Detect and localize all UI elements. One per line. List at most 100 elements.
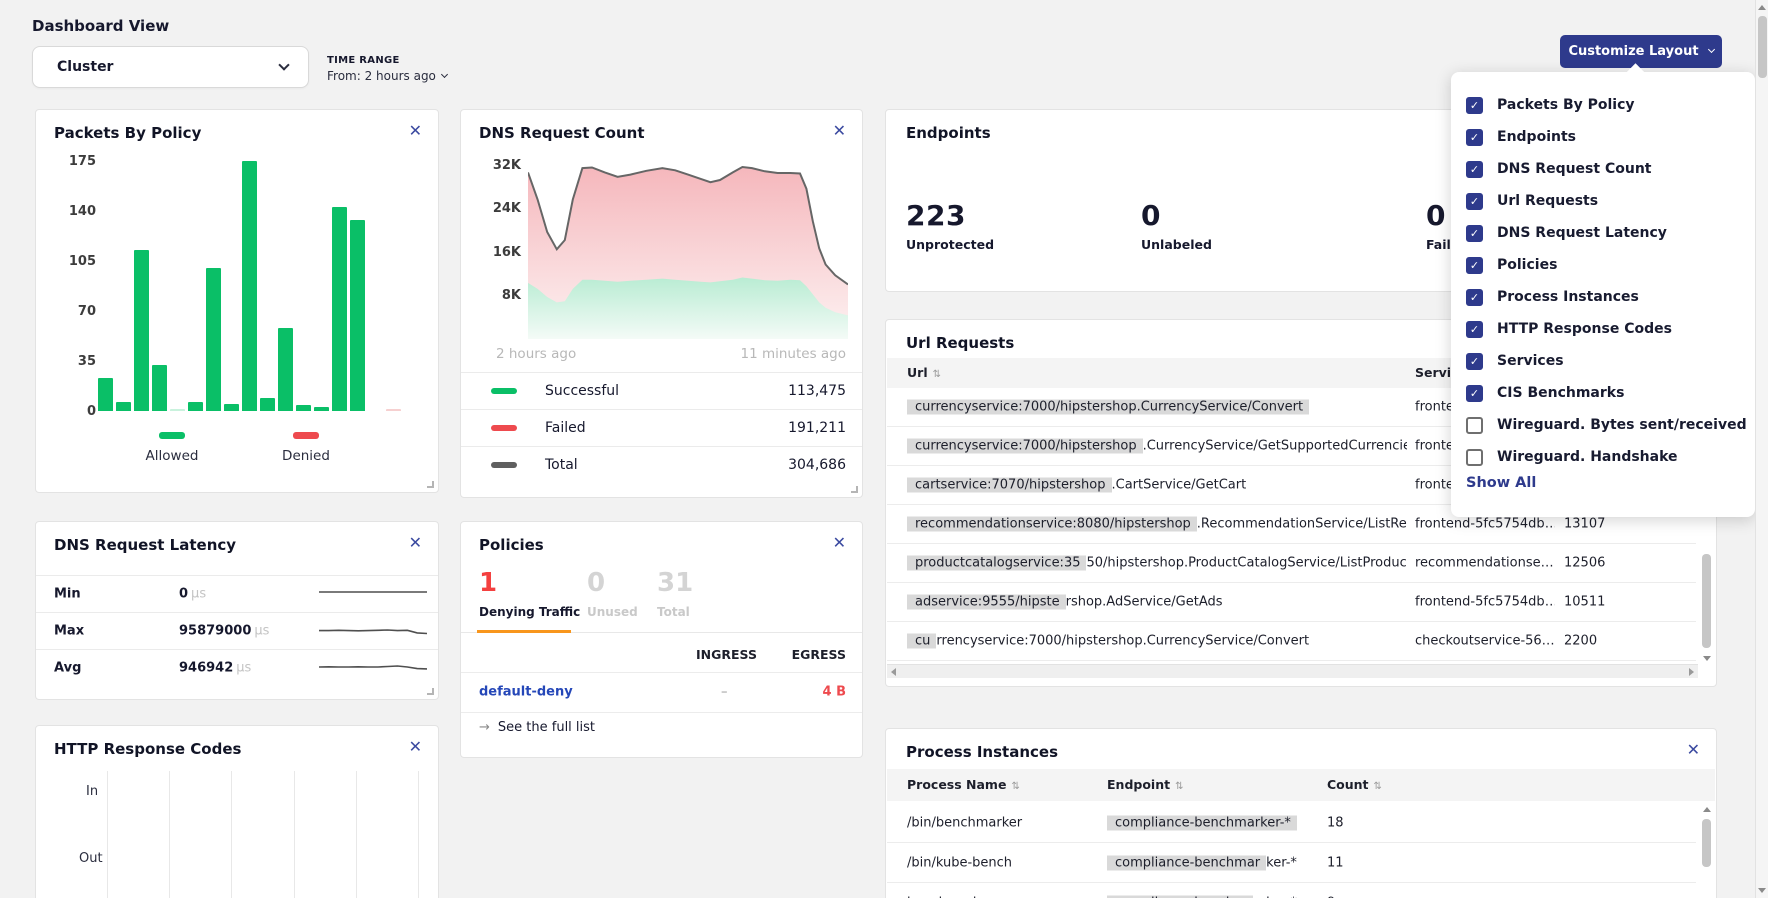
divider	[461, 672, 862, 673]
service-cell: fronte	[1415, 477, 1454, 493]
menu-item-cis-benchmarks[interactable]: ✓ CIS Benchmarks	[1466, 381, 1745, 405]
column-header-count[interactable]: Count⇅	[1327, 777, 1382, 792]
url-highlight: cartservice:7070/hipstershop	[907, 477, 1112, 493]
process-name-cell: benchmarker	[907, 895, 993, 898]
url-table-body: currencyservice:7000/hipstershop.Currenc…	[886, 388, 1716, 686]
time-range-value[interactable]: From: 2 hours ago	[327, 69, 448, 83]
checkbox-unchecked-icon[interactable]	[1466, 448, 1483, 466]
menu-item-dns-request-latency[interactable]: ✓ DNS Request Latency	[1466, 221, 1745, 245]
checkbox-unchecked-icon[interactable]	[1466, 416, 1483, 434]
view-selector[interactable]: Cluster	[32, 46, 309, 88]
close-icon[interactable]: ✕	[408, 533, 422, 552]
page-scrollbar[interactable]	[1755, 0, 1768, 898]
policies-stat-denying[interactable]: 1 Denying Traffic	[479, 570, 580, 619]
service-cell: fronte	[1415, 399, 1454, 415]
checkbox-checked-icon[interactable]: ✓	[1466, 96, 1483, 114]
process-name-cell: /bin/benchmarker	[907, 815, 1023, 830]
close-icon[interactable]: ✕	[832, 121, 846, 140]
y-axis-label: 24K	[492, 201, 521, 217]
policies-stat-unused[interactable]: 0 Unused	[587, 570, 638, 619]
latency-unit: μs	[191, 586, 207, 602]
menu-item-label: CIS Benchmarks	[1497, 385, 1625, 401]
bar-allowed	[98, 378, 113, 411]
scroll-left-icon[interactable]	[891, 668, 896, 676]
checkbox-checked-icon[interactable]: ✓	[1466, 352, 1483, 370]
vertical-scrollbar-thumb[interactable]	[1702, 819, 1711, 867]
menu-item-label: Process Instances	[1497, 289, 1639, 305]
scroll-right-icon[interactable]	[1689, 668, 1694, 676]
stat-value: 31	[657, 568, 694, 598]
menu-item-dns-request-count[interactable]: ✓ DNS Request Count	[1466, 157, 1745, 181]
close-icon[interactable]: ✕	[832, 533, 846, 552]
url-table-row: cartservice:7070/hipstershop .CartService…	[887, 466, 1696, 505]
checkbox-checked-icon[interactable]: ✓	[1466, 224, 1483, 242]
packets-by-policy-card: Packets By Policy ✕ 0 35 70 105 140 175 Allow…	[35, 109, 439, 493]
url-highlight: currencyservice:7000/hipstershop.Currenc…	[907, 399, 1310, 415]
resize-handle-icon[interactable]	[427, 481, 434, 488]
horizontal-scrollbar[interactable]	[887, 664, 1698, 678]
scroll-down-icon[interactable]	[1703, 656, 1711, 661]
chevron-down-icon	[278, 59, 290, 71]
column-header-endpoint[interactable]: Endpoint ⇅	[1107, 777, 1184, 792]
stat-label: Unprotected	[906, 237, 995, 252]
bar-allowed	[260, 398, 275, 411]
scroll-up-icon[interactable]	[1703, 807, 1711, 812]
total-line	[528, 165, 848, 286]
checkbox-checked-icon[interactable]: ✓	[1466, 160, 1483, 178]
column-header-process-name[interactable]: Process Name ⇅	[907, 777, 1020, 792]
divider	[461, 712, 862, 713]
card-title: Process Instances	[906, 743, 1058, 761]
menu-item-process-instances[interactable]: ✓ Process Instances	[1466, 285, 1745, 309]
menu-item-label: HTTP Response Codes	[1497, 321, 1672, 337]
menu-item-url-requests[interactable]: ✓ Url Requests	[1466, 189, 1745, 213]
resize-handle-icon[interactable]	[851, 486, 858, 493]
stat-label: Total	[657, 605, 690, 619]
checkbox-checked-icon[interactable]: ✓	[1466, 384, 1483, 402]
see-full-list-link[interactable]: → See the full list	[479, 720, 596, 735]
menu-item-services[interactable]: ✓ Services	[1466, 349, 1745, 373]
latency-row-avg: Avg 946942 μs	[36, 649, 438, 686]
menu-item-policies[interactable]: ✓ Policies	[1466, 253, 1745, 277]
menu-item-http-response-codes[interactable]: ✓ HTTP Response Codes	[1466, 317, 1745, 341]
menu-item-wireguard-handshake[interactable]: Wireguard. Handshake	[1466, 445, 1745, 469]
url-highlight: productcatalogservice:35	[907, 555, 1087, 571]
chevron-down-icon	[1707, 45, 1715, 54]
close-icon[interactable]: ✕	[408, 737, 422, 756]
y-label-out: Out	[79, 851, 103, 866]
menu-item-packets-by-policy[interactable]: ✓ Packets By Policy	[1466, 93, 1745, 117]
url-cell: currencyservice:7000/hipstershop.Currenc…	[907, 438, 1407, 454]
count-cell: 2200	[1564, 633, 1598, 649]
customize-layout-menu: ✓ Packets By Policy ✓ Endpoints ✓ DNS Request…	[1451, 72, 1755, 517]
legend-denied: Denied	[274, 424, 338, 464]
y-label-in: In	[86, 784, 99, 799]
customize-layout-button[interactable]: Customize Layout	[1560, 35, 1722, 68]
menu-item-endpoints[interactable]: ✓ Endpoints	[1466, 125, 1745, 149]
vertical-scrollbar-thumb[interactable]	[1702, 554, 1711, 648]
show-all-link[interactable]: Show All	[1466, 475, 1537, 491]
checkbox-checked-icon[interactable]: ✓	[1466, 320, 1483, 338]
resize-handle-icon[interactable]	[427, 688, 434, 695]
sparkline-chart	[319, 621, 428, 641]
url-cell: cartservice:7070/hipstershop .CartService…	[907, 477, 1407, 493]
checkbox-checked-icon[interactable]: ✓	[1466, 256, 1483, 274]
x-axis-label-end: 11 minutes ago	[740, 346, 846, 362]
menu-item-label: DNS Request Count	[1497, 161, 1652, 177]
scroll-up-icon[interactable]	[1758, 5, 1766, 10]
service-cell: fronte	[1415, 438, 1454, 454]
process-table-row: /bin/kube-bench compliance-benchmar ker-* 1…	[887, 843, 1696, 883]
y-axis-label: 8K	[501, 288, 521, 303]
policy-name-link[interactable]: default-deny	[479, 684, 573, 700]
policies-stat-total[interactable]: 31 Total	[657, 570, 693, 619]
scroll-down-icon[interactable]	[1758, 888, 1766, 893]
menu-item-wireguard-bytes-sent-received[interactable]: Wireguard. Bytes sent/received	[1466, 413, 1747, 437]
close-icon[interactable]: ✕	[408, 121, 422, 140]
checkbox-checked-icon[interactable]: ✓	[1466, 288, 1483, 306]
page-scrollbar-thumb[interactable]	[1758, 16, 1767, 78]
checkbox-checked-icon[interactable]: ✓	[1466, 128, 1483, 146]
checkbox-checked-icon[interactable]: ✓	[1466, 192, 1483, 210]
column-header-url[interactable]: Url ⇅	[907, 365, 941, 380]
close-icon[interactable]: ✕	[1686, 740, 1700, 759]
gridline	[169, 771, 170, 898]
legend-swatch-icon	[491, 388, 517, 394]
